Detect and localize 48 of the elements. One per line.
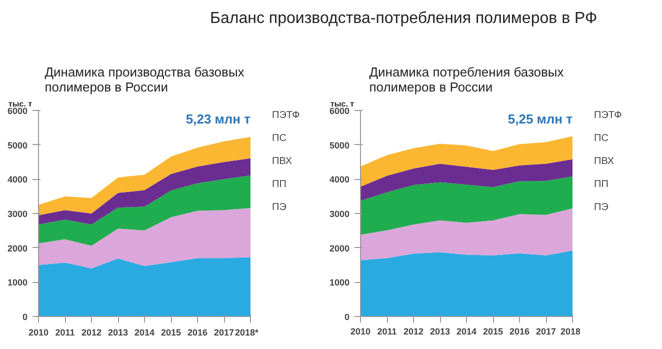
text: ПВХ <box>594 156 616 167</box>
y-tick-label: 4000 <box>329 174 350 185</box>
text: ПС <box>594 133 610 144</box>
y-tick-label: 3000 <box>7 209 28 219</box>
text: ПП <box>594 179 610 190</box>
y-axis-title: тыс. т <box>8 100 32 108</box>
y-tick-label: 4000 <box>7 174 28 185</box>
y-tick-label: 1000 <box>329 278 350 288</box>
y-tick-label: 3000 <box>329 209 350 219</box>
text: ПЭ <box>594 202 610 213</box>
x-tick-label: 2018 <box>560 326 581 336</box>
x-tick-label: 2010 <box>350 326 371 336</box>
chart-title: Динамика производства базовых полимеров в России <box>44 64 245 94</box>
text: ПЭТФ <box>272 110 301 121</box>
y-tick-label: 0 <box>344 312 350 322</box>
x-tick-label: 2011 <box>55 328 75 338</box>
text: Баланс производства-потребления полимеров в РФ <box>210 9 598 29</box>
annotation: 5,23 млн т <box>186 112 251 126</box>
chart-title: Динамика потребления базовых полимеров в России <box>369 64 564 94</box>
text: ПП <box>272 179 288 190</box>
y-tick-label: 2000 <box>329 243 350 254</box>
y-tick-label: 6000 <box>7 106 28 116</box>
x-tick-label: 2013 <box>108 328 128 338</box>
x-tick-label: 2012 <box>81 328 102 338</box>
text: ПЭ <box>272 202 288 213</box>
y-axis-title: тыс. т <box>330 100 354 108</box>
x-tick-label: 2016 <box>509 326 530 336</box>
x-tick-label: 2017 <box>536 326 556 336</box>
x-tick-label: 2013 <box>430 326 450 336</box>
y-tick-label: 2000 <box>7 243 28 254</box>
y-tick-label: 5000 <box>329 140 350 150</box>
y-tick-label: 5000 <box>7 140 28 150</box>
text: ПВХ <box>272 156 294 167</box>
x-tick-label: 2016 <box>187 328 208 338</box>
x-tick-label: 2017 <box>214 328 234 338</box>
y-tick-label: 0 <box>22 312 28 322</box>
text: ПЭТФ <box>594 110 623 121</box>
text: ПС <box>272 133 288 144</box>
x-tick-label: 2012 <box>403 326 424 336</box>
annotation: 5,25 млн т <box>508 112 573 126</box>
x-tick-label: 2015 <box>160 328 182 338</box>
x-tick-label: 2011 <box>377 326 397 336</box>
x-tick-label: 2010 <box>28 328 49 338</box>
y-tick-label: 1000 <box>7 278 28 288</box>
y-tick-label: 6000 <box>329 106 350 116</box>
x-tick-label: 2015 <box>482 326 504 336</box>
x-tick-label: 2014 <box>134 328 155 338</box>
x-tick-label: 2014 <box>456 326 477 336</box>
